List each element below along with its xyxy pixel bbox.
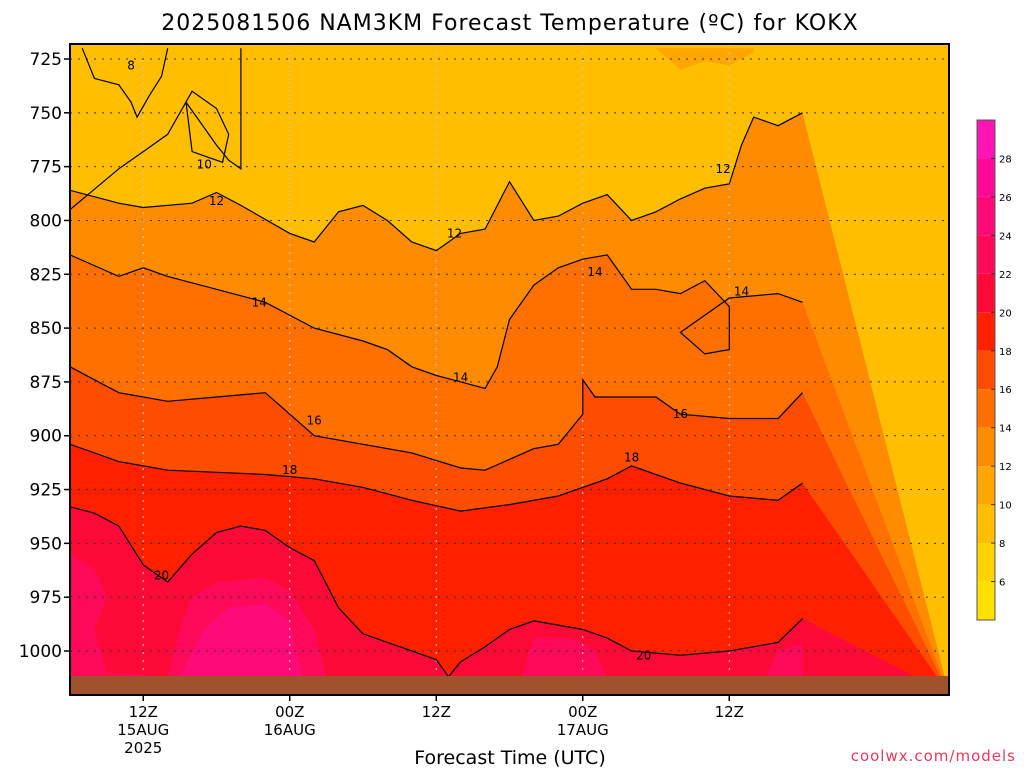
y-tick-label: 925: [30, 481, 62, 501]
contour-label-12: 12: [209, 194, 224, 208]
y-tick-label: 775: [30, 158, 62, 178]
contour-8: [81, 47, 169, 119]
warm-core-2: [521, 638, 608, 677]
colorbar: 6 8 10 12 14 16 18 20 22 24 26 28: [976, 119, 1012, 621]
plot-frame: [69, 43, 950, 696]
y-tick-label: 950: [30, 534, 62, 554]
contour-label-10: 10: [197, 157, 212, 171]
temperature-bands: [70, 44, 949, 695]
contour-label-20: 20: [636, 648, 651, 662]
x-tick-label: 17AUG: [557, 721, 609, 739]
contour-label-20: 20: [154, 569, 169, 583]
contour-label-12: 12: [716, 162, 731, 176]
colorbar-tick-label: 6: [999, 578, 1005, 589]
colorbar-swatch: [977, 581, 995, 620]
contour-18: [70, 443, 803, 512]
contour-label-8: 8: [127, 58, 135, 72]
colorbar-swatch: [977, 120, 995, 159]
colorbar-swatch: [977, 504, 995, 544]
x-axis-label: Forecast Time (UTC): [414, 747, 605, 768]
contour-10: [70, 48, 242, 211]
colorbar-tick-label: 20: [999, 308, 1012, 319]
colorbar-tick-label: 10: [999, 501, 1012, 512]
contour-label-16: 16: [307, 414, 322, 428]
contour-12: [70, 112, 803, 252]
contour-label-14: 14: [252, 295, 267, 309]
contour-label-18: 18: [282, 463, 297, 477]
colorbar-swatch: [977, 312, 995, 351]
colorbar-swatch: [977, 196, 995, 236]
colorbar-swatch: [977, 158, 995, 197]
ground-surface: [70, 676, 949, 695]
y-tick-label: 750: [30, 104, 62, 124]
colorbar-tick-label: 14: [999, 424, 1012, 435]
colorbar-frame: [976, 119, 996, 621]
colorbar-tick-label: 12: [999, 462, 1012, 473]
contour-lines: 10 8 12 12 12 14 14 14 14 16 16 18 18 20 20: [70, 47, 803, 678]
colorbar-swatch: [977, 427, 995, 467]
chart-title: 2025081506 NAM3KM Forecast Temperature (…: [161, 11, 858, 36]
colorbar-swatch: [977, 389, 995, 428]
x-tick-label: 12Z: [129, 703, 158, 721]
colorbar-swatch: [977, 350, 995, 390]
y-tick-label: 825: [30, 265, 62, 285]
y-tick-label: 875: [30, 373, 62, 393]
y-tick-label: 1000: [19, 642, 62, 662]
x-tick-label: 00Z: [275, 703, 304, 721]
colorbar-tick-label: 8: [999, 539, 1005, 550]
contour-label-14: 14: [453, 371, 468, 385]
credit-text: coolwx.com/models: [851, 747, 1016, 765]
contour-14: [70, 254, 803, 390]
colorbar-swatch: [977, 235, 995, 274]
colorbar-tick-label: 24: [999, 231, 1012, 242]
x-tick-label: 12Z: [422, 703, 451, 721]
contour-label-14: 14: [587, 265, 602, 279]
x-tick-label: 2025: [124, 739, 162, 757]
colorbar-tick-label: 16: [999, 385, 1012, 396]
colorbar-swatch: [977, 273, 995, 313]
contour-label-16: 16: [673, 407, 688, 421]
y-tick-label: 850: [30, 319, 62, 339]
contour-label-14: 14: [734, 284, 749, 298]
colorbar-tick-label: 22: [999, 270, 1012, 281]
y-axis: 725 750 775 800 825 850 875 900 925 950 975 1000: [19, 50, 70, 662]
x-tick-label: 00Z: [568, 703, 597, 721]
colorbar-tick-label: 26: [999, 193, 1012, 204]
colorbar-tick-label: 18: [999, 347, 1012, 358]
contour-label-12: 12: [447, 226, 462, 240]
y-tick-label: 975: [30, 588, 62, 608]
colorbar-tick-label: 28: [999, 154, 1012, 165]
contour-label-18: 18: [624, 450, 639, 464]
contour-20: [70, 506, 803, 678]
y-tick-label: 900: [30, 427, 62, 447]
warm-core-1: [179, 603, 302, 677]
x-tick-label: 15AUG: [117, 721, 169, 739]
y-tick-label: 725: [30, 50, 62, 70]
colorbar-swatch: [977, 466, 995, 505]
contour-16: [70, 366, 803, 471]
colorbar-swatch: [977, 543, 995, 582]
x-tick-label: 16AUG: [264, 721, 316, 739]
x-tick-label: 12Z: [715, 703, 744, 721]
warm-core-3: [765, 642, 803, 677]
y-tick-label: 800: [30, 211, 62, 231]
plot-area: 10 8 12 12 12 14 14 14 14 16 16 18 18 20 20: [69, 43, 950, 696]
